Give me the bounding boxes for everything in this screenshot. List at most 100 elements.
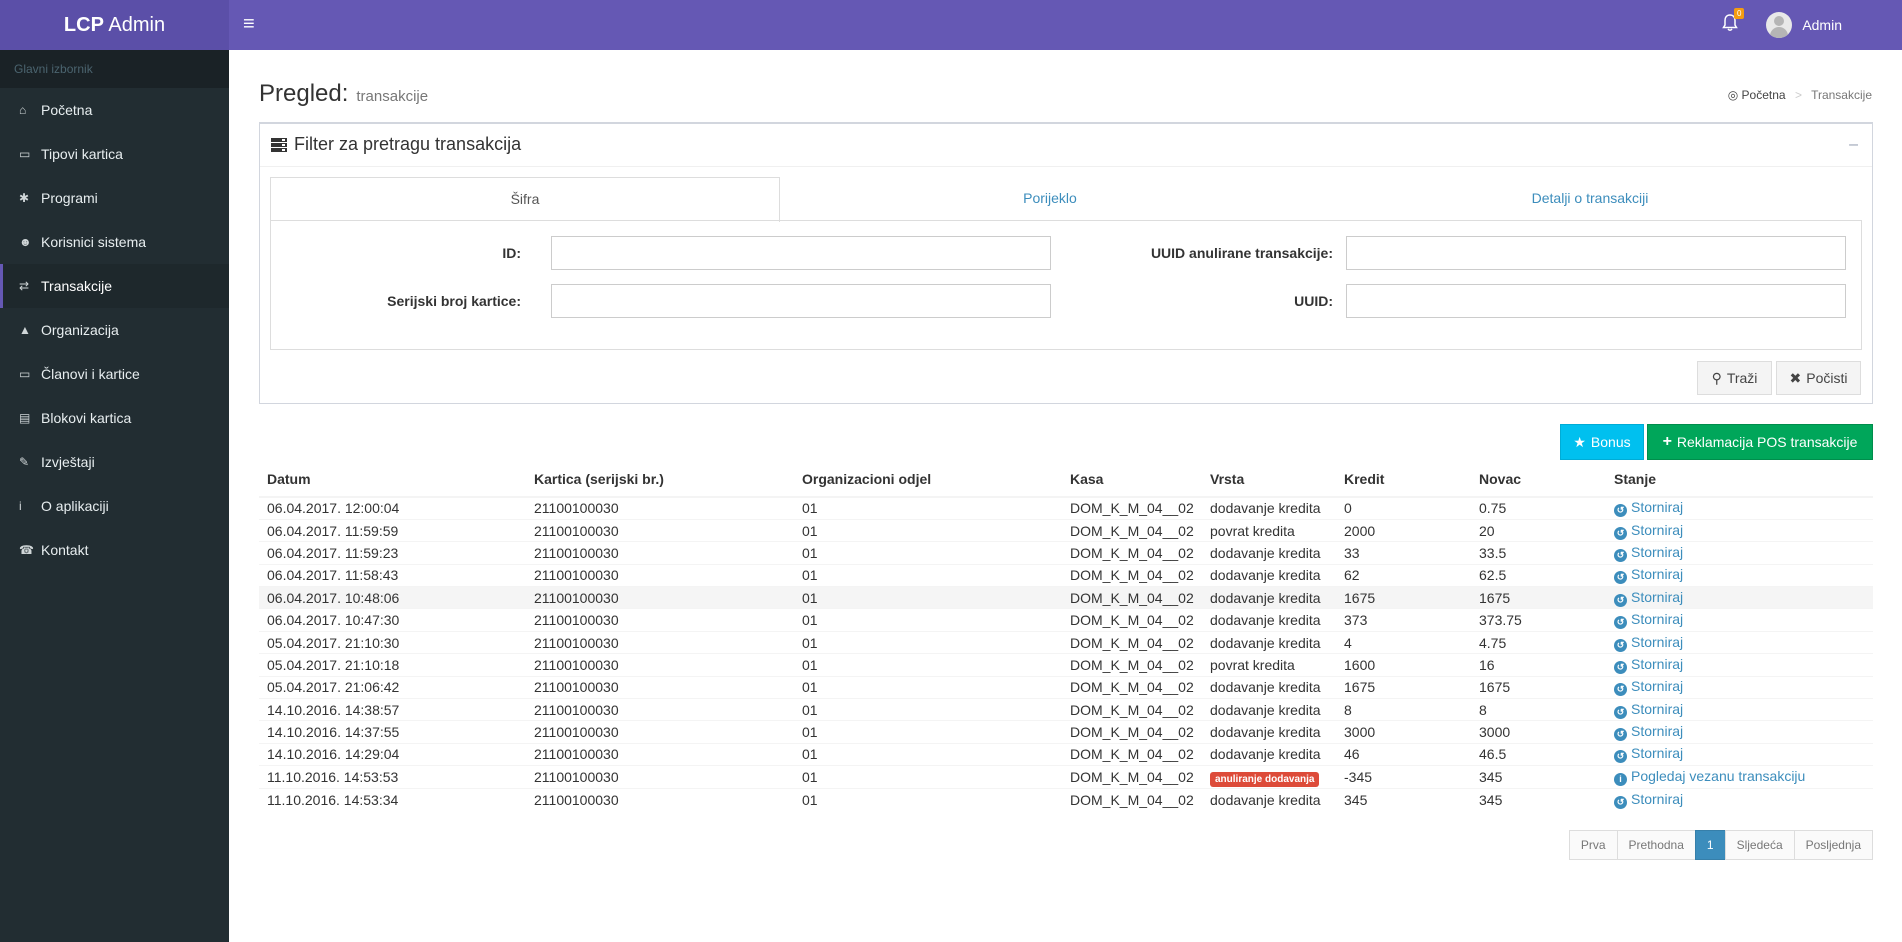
- table-cell: ↺ Storniraj: [1606, 653, 1873, 677]
- pagination-item[interactable]: 1: [1694, 830, 1726, 860]
- storniraj-link[interactable]: ↺ Storniraj: [1614, 701, 1683, 719]
- tab-porijeklo[interactable]: Porijeklo: [1023, 190, 1077, 206]
- table-cell: 373.75: [1471, 608, 1606, 632]
- table-row: 06.04.2017. 11:58:43 21100100030 01 DOM_K_M…: [259, 563, 1873, 587]
- sidebar: Glavni izbornik ⌂ Početna ▭ Tipovi kartica ✱…: [0, 50, 229, 942]
- search-button[interactable]: ⚲ Traži: [1697, 361, 1772, 395]
- storniraj-link[interactable]: ↺ Storniraj: [1614, 499, 1683, 518]
- home-icon: ⌂: [19, 103, 27, 117]
- tab-sifra[interactable]: Šifra: [270, 177, 780, 222]
- sidebar-item-label: O aplikaciji: [41, 498, 109, 514]
- table-cell: DOM_K_M_04__02: [1062, 630, 1202, 654]
- table-cell: povrat kredita: [1202, 518, 1336, 542]
- sidebar-item[interactable]: i O aplikaciji: [0, 484, 229, 528]
- sidebar-item[interactable]: ▭ Članovi i kartice: [0, 352, 229, 396]
- storniraj-link[interactable]: ↺ Storniraj: [1614, 791, 1683, 809]
- table-cell: DOM_K_M_04__02: [1062, 675, 1202, 699]
- reverse-icon: ↺: [1614, 795, 1627, 809]
- table-cell: 46: [1336, 742, 1471, 766]
- table-row: 14.10.2016. 14:29:04 21100100030 01 DOM_K_M…: [259, 742, 1873, 766]
- pagination: Prva Prethodna 1 Sljedeća Posljednja: [1568, 830, 1873, 860]
- user-menu[interactable]: Admin: [1766, 12, 1842, 38]
- sidebar-item[interactable]: ☎ Kontakt: [0, 528, 229, 572]
- breadcrumb: ◎ Početna > Transakcije: [1727, 88, 1872, 102]
- table-row: 06.04.2017. 11:59:23 21100100030 01 DOM_K_M…: [259, 541, 1873, 565]
- pagination-item[interactable]: Prethodna: [1616, 830, 1696, 860]
- storniraj-link[interactable]: ↺ Storniraj: [1614, 611, 1683, 630]
- table-cell: DOM_K_M_04__02: [1062, 720, 1202, 744]
- serial-number-input[interactable]: [551, 284, 1051, 318]
- breadcrumb-home[interactable]: Početna: [1741, 88, 1786, 102]
- table-cell: DOM_K_M_04__02: [1062, 742, 1202, 766]
- sidebar-heading: Glavni izbornik: [0, 50, 229, 88]
- bonus-button[interactable]: ★ Bonus: [1560, 424, 1644, 460]
- table-cell: 21100100030: [526, 675, 794, 699]
- uuid-cancelled-input[interactable]: [1346, 236, 1846, 270]
- hamburger-icon[interactable]: ≡: [243, 13, 255, 35]
- sidebar-item[interactable]: ⇄ Transakcije: [0, 264, 229, 308]
- table-cell: DOM_K_M_04__02: [1062, 787, 1202, 811]
- sidebar-item[interactable]: ✱ Programi: [0, 176, 229, 220]
- storniraj-link[interactable]: ↺ Storniraj: [1614, 522, 1683, 540]
- pagination-item[interactable]: Sljedeća: [1724, 830, 1795, 860]
- id-input[interactable]: [551, 236, 1051, 270]
- pagination-item[interactable]: Prva: [1568, 830, 1618, 860]
- storniraj-link[interactable]: ↺ Storniraj: [1614, 589, 1683, 607]
- table-cell: 05.04.2017. 21:10:18: [259, 653, 526, 677]
- table-cell: 21100100030: [526, 518, 794, 542]
- table-cell: -345: [1336, 765, 1471, 789]
- uuid-input[interactable]: [1346, 284, 1846, 318]
- table-cell: 345: [1471, 787, 1606, 811]
- table-cell: DOM_K_M_04__02: [1062, 586, 1202, 609]
- table-cell: DOM_K_M_04__02: [1062, 541, 1202, 565]
- top-navbar: ≡ 0 Admin: [229, 0, 1902, 50]
- search-icon: ⚲: [1711, 369, 1722, 386]
- page-title: Pregled: transakcije: [259, 80, 429, 107]
- filter-tab-pane: ID: UUID anulirane transakcije: Serijski…: [270, 220, 1862, 350]
- table-cell: 8: [1336, 698, 1471, 721]
- clear-button[interactable]: ✖ Počisti: [1776, 361, 1861, 395]
- table-cell: 01: [794, 541, 1062, 565]
- reverse-icon: ↺: [1614, 705, 1627, 719]
- table-cell: dodavanje kredita: [1202, 541, 1336, 565]
- storniraj-link[interactable]: ↺ Storniraj: [1614, 656, 1683, 674]
- storniraj-link[interactable]: ↺ Storniraj: [1614, 634, 1683, 652]
- table-cell: dodavanje kredita: [1202, 698, 1336, 721]
- sidebar-item-label: Članovi i kartice: [41, 366, 140, 382]
- sidebar-item[interactable]: ✎ Izvještaji: [0, 440, 229, 484]
- sidebar-item[interactable]: ☻ Korisnici sistema: [0, 220, 229, 264]
- storniraj-link[interactable]: ↺ Storniraj: [1614, 566, 1683, 585]
- table-row: 06.04.2017. 11:59:59 21100100030 01 DOM_K_M…: [259, 518, 1873, 542]
- storniraj-link[interactable]: ↺ Storniraj: [1614, 745, 1683, 764]
- table-cell: 11.10.2016. 14:53:34: [259, 787, 526, 811]
- table-cell: 345: [1336, 787, 1471, 811]
- sidebar-item[interactable]: ▤ Blokovi kartica: [0, 396, 229, 440]
- storniraj-link[interactable]: ↺ Storniraj: [1614, 723, 1683, 742]
- table-cell: 01: [794, 586, 1062, 609]
- table-cell: 21100100030: [526, 630, 794, 654]
- storniraj-link[interactable]: ↺ Storniraj: [1614, 678, 1683, 697]
- table-cell: 05.04.2017. 21:06:42: [259, 675, 526, 699]
- reklamacija-button[interactable]: + Reklamacija POS transakcije: [1647, 424, 1873, 460]
- sidebar-item[interactable]: ▲ Organizacija: [0, 308, 229, 352]
- table-cell: 01: [794, 630, 1062, 654]
- sidebar-item[interactable]: ▭ Tipovi kartica: [0, 132, 229, 176]
- storniraj-link[interactable]: ↺ Storniraj: [1614, 544, 1683, 562]
- table-cell: 06.04.2017. 11:59:23: [259, 541, 526, 565]
- table-cell: 01: [794, 720, 1062, 744]
- pagination-item[interactable]: Posljednja: [1793, 830, 1873, 860]
- table-cell: DOM_K_M_04__02: [1062, 496, 1202, 520]
- view-linked-transaction-link[interactable]: i Pogledaj vezanu transakciju: [1614, 768, 1805, 786]
- collapse-icon[interactable]: –: [1849, 136, 1858, 153]
- tab-detalji[interactable]: Detalji o transakciji: [1531, 190, 1649, 206]
- table-cell: 20: [1471, 518, 1606, 542]
- notifications-button[interactable]: 0: [1722, 8, 1745, 36]
- app-logo[interactable]: LCP Admin: [0, 0, 229, 50]
- sidebar-item-label: Tipovi kartica: [41, 146, 123, 162]
- table-cell: 3000: [1336, 720, 1471, 744]
- reverse-icon: ↺: [1614, 504, 1627, 518]
- book-icon: ▤: [19, 411, 31, 425]
- table-row: 14.10.2016. 14:37:55 21100100030 01 DOM_K_M…: [259, 720, 1873, 744]
- sidebar-item[interactable]: ⌂ Početna: [0, 88, 229, 132]
- table-cell: 21100100030: [526, 541, 794, 565]
